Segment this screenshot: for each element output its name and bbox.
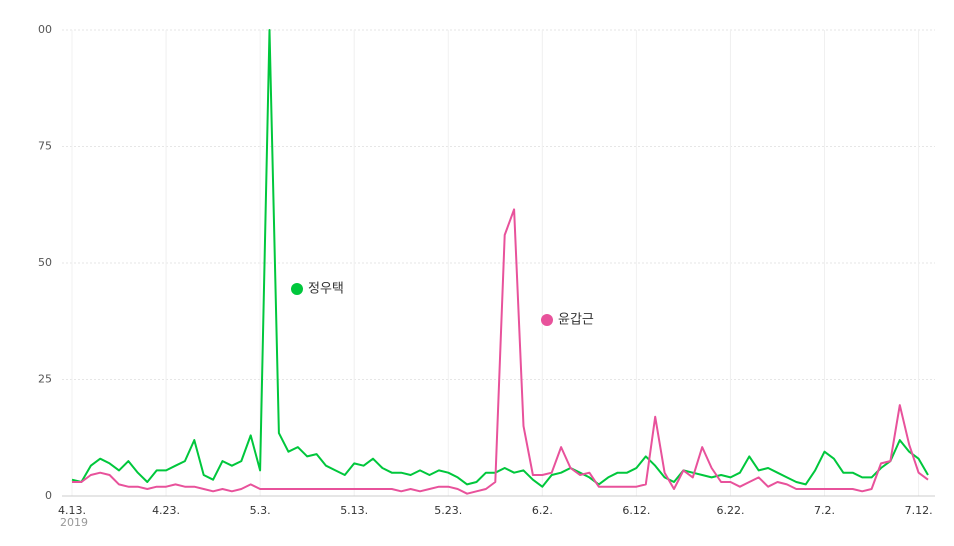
x-tick-label: 5.13. bbox=[340, 504, 368, 517]
x-tick-label: 4.13. bbox=[58, 504, 86, 517]
x-tick-label: 5.3. bbox=[250, 504, 271, 517]
y-tick-label: 00 bbox=[38, 23, 52, 36]
legend-text: 정우택 bbox=[308, 282, 344, 297]
legend-dot bbox=[541, 314, 553, 326]
legend-text: 윤갑근 bbox=[558, 313, 594, 328]
y-tick-label: 50 bbox=[38, 256, 52, 269]
year-label: 2019 bbox=[60, 516, 88, 529]
x-tick-label: 7.2. bbox=[814, 504, 835, 517]
x-tick-label: 6.2. bbox=[532, 504, 553, 517]
x-tick-label: 5.23. bbox=[434, 504, 462, 517]
x-tick-label: 6.22. bbox=[716, 504, 744, 517]
series-line bbox=[72, 208, 929, 495]
y-tick-label: 0 bbox=[45, 489, 52, 502]
x-tick-label: 7.12. bbox=[905, 504, 933, 517]
series-line bbox=[71, 29, 929, 488]
x-tick-label: 6.12. bbox=[622, 504, 650, 517]
y-tick-label: 25 bbox=[38, 373, 52, 386]
legend-dot bbox=[291, 283, 303, 295]
y-tick-label: 75 bbox=[38, 140, 52, 153]
x-tick-label: 4.23. bbox=[152, 504, 180, 517]
